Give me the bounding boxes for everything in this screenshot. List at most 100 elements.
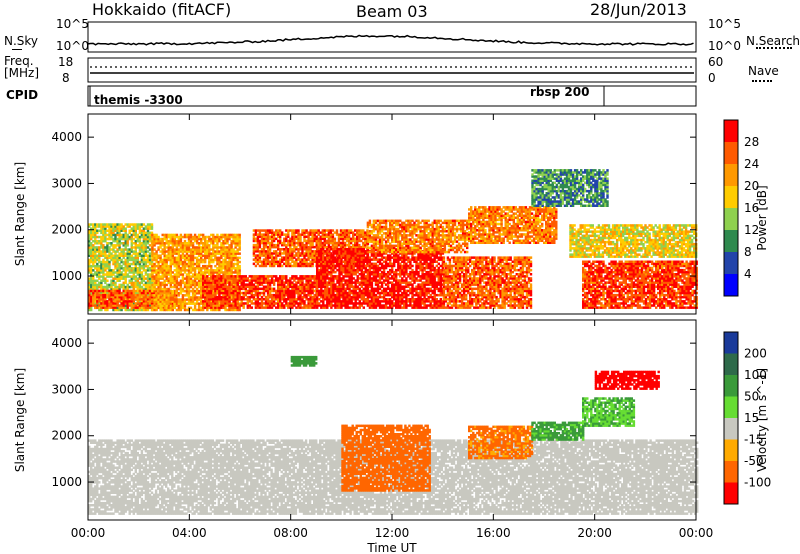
heatmap-cell [272, 262, 276, 266]
heatmap-cell [153, 275, 156, 278]
heatmap-cell [165, 246, 168, 249]
heatmap-cell [146, 287, 150, 291]
heatmap-cell [268, 241, 272, 245]
heatmap-cell [183, 298, 187, 301]
heatmap-cell [289, 277, 292, 280]
heatmap-cell [285, 248, 288, 251]
heatmap-cell [118, 258, 121, 262]
heatmap-cell [92, 260, 95, 264]
heatmap-cell [214, 256, 217, 260]
heatmap-cell [204, 302, 207, 305]
heatmap-cell [202, 304, 205, 307]
heatmap-cell [175, 244, 179, 247]
heatmap-cell [338, 306, 341, 309]
heatmap-cell [305, 262, 308, 266]
heatmap-cell [151, 287, 154, 291]
heatmap-cell [167, 250, 170, 253]
heatmap-cell [307, 283, 310, 286]
heatmap-cell [342, 248, 345, 251]
heatmap-cell [126, 287, 129, 291]
heatmap-cell [108, 293, 111, 297]
heatmap-cell [100, 293, 103, 297]
heatmap-cell [148, 275, 152, 278]
heatmap-cell [299, 258, 302, 261]
heatmap-cell [309, 285, 312, 288]
heatmap-cell [138, 289, 142, 293]
heatmap-cell [236, 281, 239, 284]
heatmap-cell [122, 254, 125, 257]
heatmap-cell [307, 287, 310, 291]
heatmap-cell [126, 235, 129, 239]
heatmap-cell [268, 279, 272, 282]
heatmap-cell [171, 235, 174, 239]
heatmap-cell [275, 291, 278, 295]
heatmap-cell [177, 308, 181, 312]
heatmap-cell [346, 248, 349, 251]
heatmap-cell [293, 293, 296, 297]
heatmap-cell [98, 256, 101, 260]
heatmap-cell [356, 275, 359, 278]
heatmap-cell [189, 262, 193, 266]
heatmap-cell [332, 293, 335, 297]
heatmap-cell [332, 289, 335, 293]
heatmap-cell [356, 260, 359, 263]
heatmap-cell [348, 270, 351, 274]
heatmap-cell [193, 281, 197, 285]
heatmap-cell [345, 237, 349, 241]
heatmap-cell [163, 233, 166, 237]
heatmap-cell [352, 256, 355, 259]
heatmap-cell [148, 298, 152, 301]
heatmap-cell [283, 295, 286, 299]
heatmap-cell [155, 273, 158, 276]
heatmap-cell [88, 287, 91, 291]
heatmap-cell [354, 287, 357, 291]
heatmap-cell [354, 306, 357, 309]
heatmap-cell [98, 306, 101, 310]
heatmap-cell [295, 254, 298, 257]
heatmap-cell [187, 302, 191, 305]
heatmap-cell [132, 293, 135, 297]
heatmap-cell [303, 275, 306, 278]
heatmap-cell [140, 267, 144, 270]
heatmap-cell [100, 302, 103, 305]
heatmap-cell [204, 246, 207, 249]
heatmap-cell [130, 239, 133, 243]
heatmap-cell [277, 291, 280, 295]
heatmap-cell [124, 231, 127, 235]
heatmap-cell [307, 262, 310, 266]
heatmap-cell [96, 248, 99, 251]
heatmap-cell [303, 237, 306, 241]
heatmap-cell [326, 293, 329, 297]
heatmap-cell [142, 306, 146, 309]
heatmap-cell [362, 243, 365, 247]
heatmap-cell [202, 246, 205, 249]
heatmap-cell [260, 306, 264, 309]
heatmap-cell [212, 233, 215, 237]
heatmap-cell [187, 269, 191, 272]
heatmap-cell [316, 289, 319, 293]
heatmap-cell [148, 279, 152, 282]
heatmap-cell [132, 262, 135, 266]
heatmap-cell [140, 298, 144, 301]
heatmap-cell [118, 262, 121, 266]
heatmap-cell [266, 248, 270, 251]
heatmap-cell [214, 283, 217, 286]
heatmap-cell [332, 270, 335, 274]
heatmap-cell [104, 239, 107, 243]
heatmap-cell [301, 264, 304, 268]
heatmap-cell [138, 285, 142, 289]
heatmap-cell [354, 302, 357, 305]
heatmap-cell [236, 267, 239, 270]
heatmap-cell [339, 229, 343, 232]
heatmap-cell [295, 285, 298, 288]
heatmap-cell [140, 244, 144, 247]
heatmap-cell [226, 285, 229, 288]
heatmap-cell [112, 233, 115, 237]
heatmap-cell [118, 223, 121, 226]
heatmap-cell [116, 298, 119, 301]
heatmap-cell [344, 256, 347, 259]
heatmap-cell [122, 302, 125, 305]
heatmap-cell [232, 285, 235, 288]
heatmap-cell [128, 235, 131, 239]
heatmap-cell [138, 227, 142, 230]
